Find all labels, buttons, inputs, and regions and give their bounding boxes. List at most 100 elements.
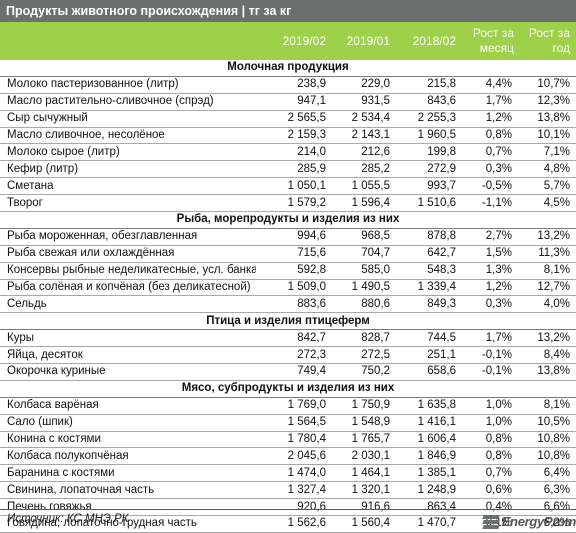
value-cell: 1 548,9 bbox=[332, 414, 396, 432]
value-cell: 715,6 bbox=[256, 245, 332, 263]
product-name-cell: Молоко пастеризованное (литр) bbox=[0, 76, 256, 94]
product-name-cell: Молоко сырое (литр) bbox=[0, 143, 256, 162]
product-name-cell: Яйца, десяток bbox=[0, 346, 256, 365]
value-cell: 704,7 bbox=[332, 245, 396, 263]
header-col-5: Рост за год bbox=[528, 26, 570, 55]
value-cell: 4,5% bbox=[518, 194, 576, 213]
value-cell: 1,7% bbox=[462, 329, 518, 348]
table-row: Колбаса варёная 1 769,0 1 750,9 1 635,8 1,0%… bbox=[0, 397, 576, 415]
value-cell: 11,3% bbox=[518, 245, 576, 263]
table-row: Куры 842,7 828,7 744,5 1,7% 13,2% bbox=[0, 329, 576, 348]
value-cell: 4,4% bbox=[462, 76, 518, 94]
value-cell: 238,9 bbox=[256, 76, 332, 94]
value-cell: 1,3% bbox=[462, 262, 518, 280]
value-cell: 214,0 bbox=[256, 143, 332, 162]
value-cell: 1,2% bbox=[462, 110, 518, 128]
value-cell: 6,3% bbox=[518, 481, 576, 500]
value-cell: 2 565,5 bbox=[256, 110, 332, 128]
product-name-cell: Масло растительно-сливочное (спрэд) bbox=[0, 93, 256, 111]
value-cell: 272,9 bbox=[396, 160, 462, 179]
table-row: Окорочка куриные 749,4 750,2 658,6 -0,1% 13,8… bbox=[0, 363, 576, 381]
table-row: Сметана 1 050,1 1 055,5 993,7 -0,5% 5,7% bbox=[0, 177, 576, 196]
table-row: Свинина, лопаточная часть 1 327,4 1 320,1 1… bbox=[0, 481, 576, 500]
table-row: Сельдь 883,6 880,6 849,3 0,3% 4,0% bbox=[0, 295, 576, 314]
value-cell: 592,8 bbox=[256, 262, 332, 280]
value-cell: 13,8% bbox=[518, 110, 576, 128]
value-cell: 1 606,4 bbox=[396, 431, 462, 449]
table-row: Рыба мороженная, обезглавленная 994,6 968,… bbox=[0, 228, 576, 246]
product-name-cell: Рыба мороженная, обезглавленная bbox=[0, 228, 256, 246]
value-cell: 10,7% bbox=[518, 76, 576, 94]
table-row: Яйца, десяток 272,3 272,5 251,1 -0,1% 8,4% bbox=[0, 346, 576, 365]
value-cell: 993,7 bbox=[396, 177, 462, 196]
value-cell: 878,8 bbox=[396, 228, 462, 246]
product-name-cell: Баранина с костями bbox=[0, 464, 256, 483]
value-cell: 1 464,1 bbox=[332, 464, 396, 483]
value-cell: 0,7% bbox=[462, 464, 518, 483]
value-cell: 215,8 bbox=[396, 76, 462, 94]
product-name-cell: Колбаса варёная bbox=[0, 397, 256, 415]
value-cell: -0,1% bbox=[462, 346, 518, 365]
value-cell: 2,7% bbox=[462, 228, 518, 246]
table-row: Сыр сычужный 2 565,5 2 534,4 2 255,3 1,2% 13,… bbox=[0, 110, 576, 128]
section-header-row: Молочная продукция bbox=[0, 60, 576, 77]
table-row: Сало (шпик) 1 564,5 1 548,9 1 416,1 1,0% 10,5… bbox=[0, 414, 576, 432]
value-cell: 842,7 bbox=[256, 329, 332, 348]
footer-divider bbox=[0, 509, 576, 510]
product-name-cell: Свинина, лопаточная часть bbox=[0, 481, 256, 500]
value-cell: 13,2% bbox=[518, 329, 576, 348]
value-cell: 7,1% bbox=[518, 143, 576, 162]
product-name-cell: Колбаса полукопчёная bbox=[0, 447, 256, 466]
value-cell: 548,3 bbox=[396, 262, 462, 280]
value-cell: 272,3 bbox=[256, 346, 332, 365]
value-cell: 0,8% bbox=[462, 447, 518, 466]
value-cell: 13,8% bbox=[518, 363, 576, 381]
table-row: Рыба солёная и копчёная (без деликатесно… bbox=[0, 279, 576, 297]
value-cell: 750,2 bbox=[332, 363, 396, 381]
header-col-4: Рост за месяц bbox=[472, 26, 514, 55]
value-cell: 749,4 bbox=[256, 363, 332, 381]
value-cell: 0,8% bbox=[462, 431, 518, 449]
value-cell: 4,0% bbox=[518, 295, 576, 314]
value-cell: 10,8% bbox=[518, 431, 576, 449]
energyprom-logo: EnergyProm bbox=[481, 510, 576, 533]
table-row: Консервы рыбные неделикатесные, усл. бан… bbox=[0, 262, 576, 280]
table-row: Масло растительно-сливочное (спрэд) 947,1… bbox=[0, 93, 576, 111]
value-cell: 2 045,6 bbox=[256, 447, 332, 466]
value-cell: 1 769,0 bbox=[256, 397, 332, 415]
value-cell: 947,1 bbox=[256, 93, 332, 111]
table-row: Молоко пастеризованное (литр) 238,9 229,0 2… bbox=[0, 76, 576, 94]
value-cell: 585,0 bbox=[332, 262, 396, 280]
table-row: Масло сливочное, несолёное 2 159,3 2 143,1… bbox=[0, 127, 576, 145]
value-cell: 1 579,2 bbox=[256, 194, 332, 213]
value-cell: 1 509,0 bbox=[256, 279, 332, 297]
product-name-cell: Рыба свежая или охлаждённая bbox=[0, 245, 256, 263]
value-cell: 2 030,1 bbox=[332, 447, 396, 466]
value-cell: 1 510,6 bbox=[396, 194, 462, 213]
value-cell: 1 596,4 bbox=[332, 194, 396, 213]
header-row: 2019/02 2019/01 2018/02 Рост за месяц Ро… bbox=[0, 22, 576, 60]
value-cell: 0,7% bbox=[462, 143, 518, 162]
value-cell: 2 534,4 bbox=[332, 110, 396, 128]
value-cell: 883,6 bbox=[256, 295, 332, 314]
value-cell: 12,3% bbox=[518, 93, 576, 111]
value-cell: 1,7% bbox=[462, 93, 518, 111]
value-cell: 6,2% bbox=[518, 515, 576, 533]
value-cell: 199,8 bbox=[396, 143, 462, 162]
value-cell: 251,1 bbox=[396, 346, 462, 365]
value-cell: 931,5 bbox=[332, 93, 396, 111]
value-cell: 8,1% bbox=[518, 262, 576, 280]
section-title: Рыба, морепродукты и изделия из них bbox=[0, 211, 576, 229]
table-row: Творог 1 579,2 1 596,4 1 510,6 -1,1% 4,5% bbox=[0, 194, 576, 213]
value-cell: 1 248,9 bbox=[396, 481, 462, 500]
value-cell: 2 255,3 bbox=[396, 110, 462, 128]
logo-text: EnergyProm bbox=[501, 514, 576, 529]
value-cell: 0,3% bbox=[462, 295, 518, 314]
header-col-2: 2019/01 bbox=[346, 34, 390, 48]
product-name-cell: Масло сливочное, несолёное bbox=[0, 127, 256, 145]
section-title: Молочная продукция bbox=[0, 60, 576, 77]
value-cell: -0,1% bbox=[462, 363, 518, 381]
value-cell: 1 327,4 bbox=[256, 481, 332, 500]
value-cell: -0,5% bbox=[462, 177, 518, 196]
